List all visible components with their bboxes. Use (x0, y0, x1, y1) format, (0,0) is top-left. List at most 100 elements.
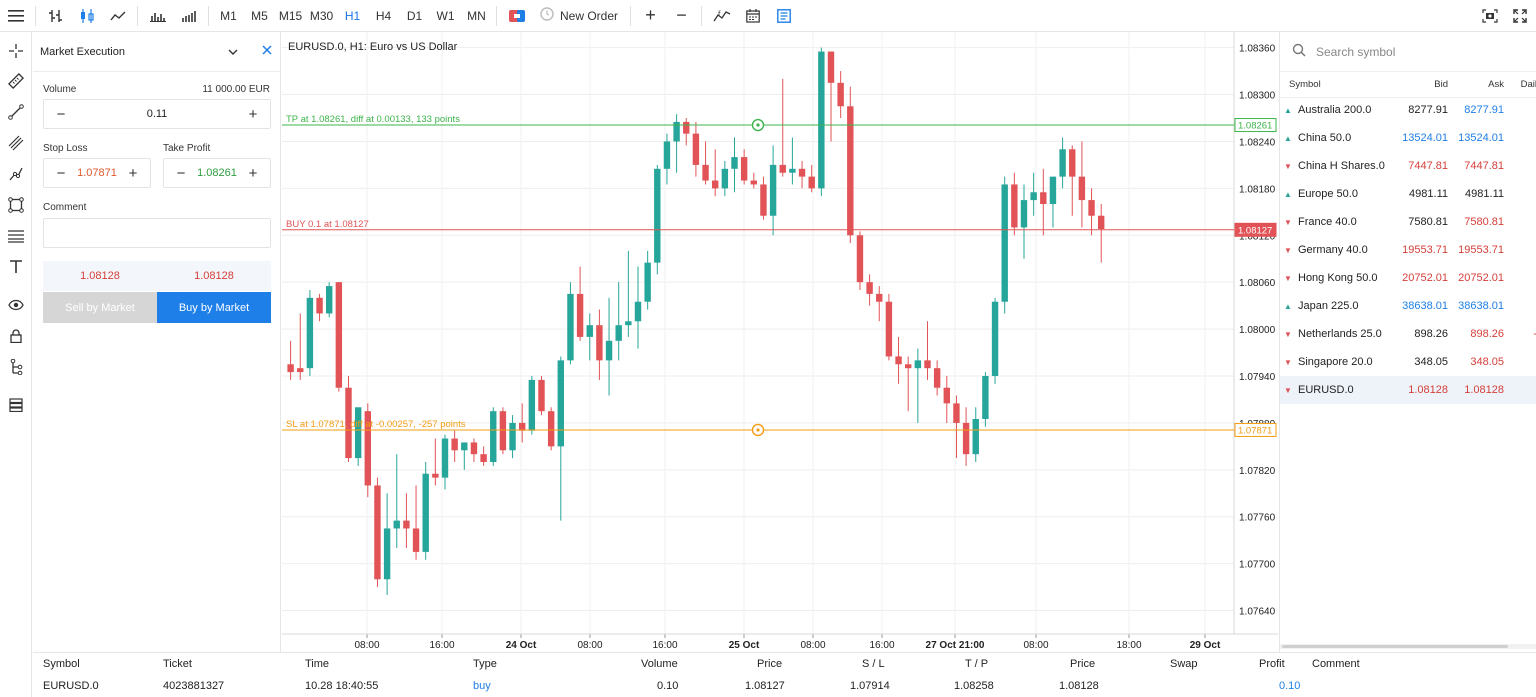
col-volume[interactable]: Volume (641, 658, 678, 670)
candle-body (538, 379, 545, 412)
new-order-button[interactable]: New Order (532, 7, 626, 24)
text-tool-icon[interactable] (4, 255, 28, 279)
polyline-icon[interactable] (4, 162, 28, 186)
search-input[interactable]: Search symbol (1316, 44, 1396, 59)
take-profit-value[interactable]: 1.08261 (197, 167, 237, 179)
list-item[interactable]: ▼ France 40.0 7580.81 7580.81 (1280, 208, 1536, 236)
list-item[interactable]: ▼ Hong Kong 50.0 20752.01 20752.01 (1280, 264, 1536, 292)
object-tree-icon[interactable] (4, 355, 28, 379)
comment-input[interactable] (43, 218, 271, 248)
col-price[interactable]: Price (757, 658, 783, 670)
list-item[interactable]: ▲ Japan 225.0 38638.01 38638.01 (1280, 292, 1536, 320)
trendline-icon[interactable] (4, 100, 28, 124)
fullscreen-icon[interactable] (1504, 0, 1536, 32)
col-current-price[interactable]: Price (1070, 658, 1096, 670)
zoom-out-icon[interactable]: − (676, 5, 687, 25)
order-type-dropdown[interactable]: Market Execution (33, 32, 280, 72)
close-icon[interactable] (262, 45, 272, 58)
calendar-icon[interactable] (737, 0, 768, 32)
list-item[interactable]: ▲ Europe 50.0 4981.11 4981.11 (1280, 180, 1536, 208)
buy-by-market-button[interactable]: Buy by Market (157, 292, 271, 323)
timeframe-d1[interactable]: D1 (406, 8, 423, 23)
stop-loss-value[interactable]: 1.07871 (77, 167, 117, 179)
col-profit[interactable]: Profit (1259, 658, 1285, 670)
line-chart-type-icon[interactable] (102, 0, 133, 32)
list-item[interactable]: ▼ Germany 40.0 19553.71 19553.71 (1280, 236, 1536, 264)
timeframe-m30[interactable]: M30 (309, 8, 334, 23)
candle-body (1001, 184, 1008, 302)
templates-icon[interactable] (768, 0, 799, 32)
timeframe-w1[interactable]: W1 (436, 8, 455, 23)
indicator-f-icon[interactable]: f (706, 0, 737, 32)
sell-by-market-button[interactable]: Sell by Market (43, 292, 157, 323)
timeframe-m1[interactable]: M1 (220, 8, 237, 23)
candle-body (345, 387, 352, 459)
volume-stepper[interactable]: − 0.11 + (43, 99, 271, 129)
candle-body (586, 325, 593, 337)
timeframe-m5[interactable]: M5 (251, 8, 268, 23)
candlestick-chart-type-icon[interactable] (71, 0, 102, 32)
col-symbol[interactable]: Symbol (43, 658, 80, 670)
screenshot-icon[interactable] (1476, 0, 1504, 32)
list-item[interactable]: ▼ China H Shares.0 7447.81 7447.81 (1280, 152, 1536, 180)
timeframe-h4[interactable]: H4 (375, 8, 392, 23)
x-tick-label: 25 Oct (729, 640, 760, 651)
col-time[interactable]: Time (305, 658, 330, 670)
stop-loss-stepper[interactable]: − 1.07871 + (43, 158, 151, 188)
volume-increase-button[interactable]: + (248, 105, 258, 123)
stop-loss-decrease-button[interactable]: − (56, 164, 66, 182)
volume-decrease-button[interactable]: − (56, 105, 66, 123)
take-profit-stepper[interactable]: − 1.08261 + (163, 158, 271, 188)
candle-body (750, 180, 757, 185)
crosshair-icon[interactable] (4, 39, 28, 63)
parallel-channel-icon[interactable] (4, 131, 28, 155)
ask-value: 38638.01 (1458, 300, 1504, 312)
bar-chart-type-icon[interactable] (40, 0, 71, 32)
divider (496, 5, 497, 26)
volume-bars-icon[interactable] (142, 0, 173, 32)
col-comment[interactable]: Comment (1312, 658, 1360, 670)
list-item[interactable]: ▲ Australia 200.0 8277.91 8277.91 (1280, 96, 1536, 124)
candle-body (528, 379, 536, 431)
zoom-in-icon[interactable]: + (645, 5, 656, 25)
symbol-search[interactable]: Search symbol (1280, 32, 1536, 72)
take-profit-increase-button[interactable]: + (248, 164, 258, 182)
col-bid[interactable]: Bid (1434, 79, 1448, 90)
col-daily[interactable]: Dail (1520, 79, 1536, 90)
ruler-icon[interactable] (4, 69, 28, 93)
col-ticket[interactable]: Ticket (163, 658, 192, 670)
fibonacci-icon[interactable] (4, 224, 28, 248)
chart-canvas[interactable]: 1.083601.083001.082401.081801.081201.080… (282, 32, 1278, 652)
timeframe-m15[interactable]: M15 (278, 8, 303, 23)
visibility-icon[interactable] (4, 293, 28, 317)
lock-icon[interactable] (4, 324, 28, 348)
stop-loss-increase-button[interactable]: + (128, 164, 138, 182)
layers-icon[interactable] (4, 393, 28, 417)
col-sl[interactable]: S / L (862, 658, 885, 670)
col-tp[interactable]: T / P (965, 658, 989, 670)
list-item[interactable]: ▼ EURUSD.0 1.08128 1.08128 (1280, 376, 1536, 404)
take-profit-decrease-button[interactable]: − (176, 164, 186, 182)
menu-icon[interactable] (0, 0, 31, 32)
col-symbol[interactable]: Symbol (1289, 79, 1321, 90)
ask-value: 8277.91 (1464, 104, 1504, 116)
timeframe-mn[interactable]: MN (467, 8, 486, 23)
table-row[interactable]: EURUSD.0 4023881327 10.28 18:40:55 buy 0… (33, 676, 1536, 697)
col-swap[interactable]: Swap (1170, 658, 1198, 670)
order-panel: Market Execution Volume 11 000.00 EUR − … (33, 32, 281, 652)
horizontal-scrollbar[interactable] (1280, 644, 1536, 649)
price-chart[interactable]: 1.083601.083001.082401.081801.081201.080… (282, 32, 1278, 652)
col-type[interactable]: Type (473, 658, 497, 670)
current-price-tag-text: 1.08127 (1238, 225, 1272, 236)
volume-value[interactable]: 0.11 (146, 108, 168, 120)
indicators-icon[interactable] (173, 0, 204, 32)
one-click-trading-icon[interactable] (501, 0, 532, 32)
rectangle-icon[interactable] (4, 193, 28, 217)
list-item[interactable]: ▼ Singapore 20.0 348.05 348.05 (1280, 348, 1536, 376)
svg-text:f: f (718, 10, 721, 18)
col-ask[interactable]: Ask (1488, 79, 1504, 90)
timeframe-h1[interactable]: H1 (344, 8, 361, 23)
candle-body (383, 528, 391, 580)
list-item[interactable]: ▲ China 50.0 13524.01 13524.01 (1280, 124, 1536, 152)
